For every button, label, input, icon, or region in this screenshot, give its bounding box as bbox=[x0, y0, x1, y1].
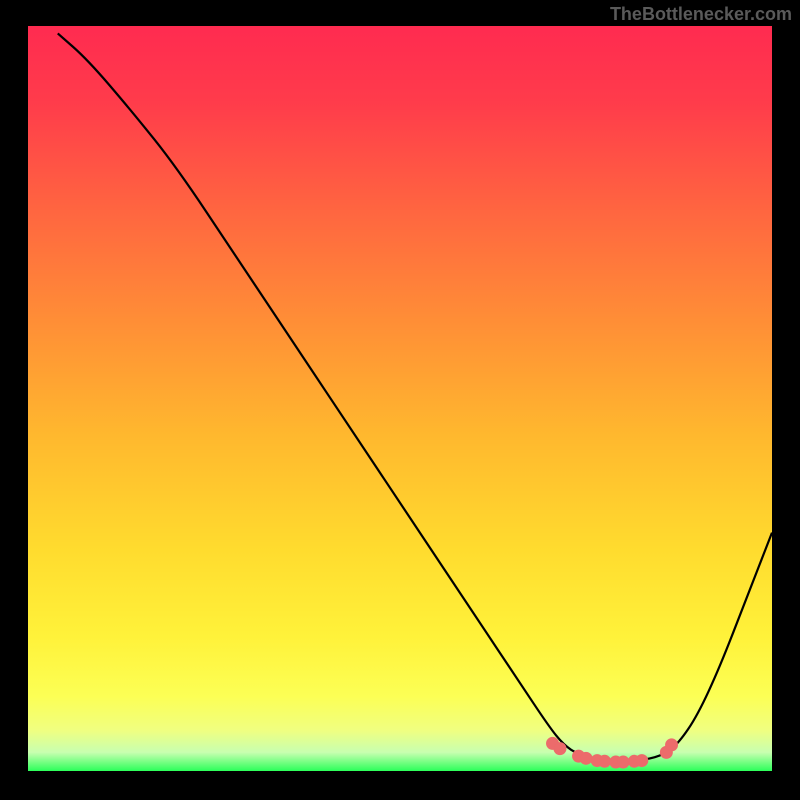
curve-marker bbox=[580, 752, 592, 764]
attribution-text: TheBottlenecker.com bbox=[610, 4, 792, 25]
curve-marker bbox=[666, 739, 678, 751]
plot-area bbox=[28, 26, 772, 771]
curve-marker bbox=[617, 756, 629, 768]
curve-marker bbox=[554, 743, 566, 755]
chart-svg bbox=[28, 26, 772, 771]
curve-marker bbox=[636, 755, 648, 767]
curve-marker bbox=[599, 755, 611, 767]
gradient-background bbox=[28, 26, 772, 771]
